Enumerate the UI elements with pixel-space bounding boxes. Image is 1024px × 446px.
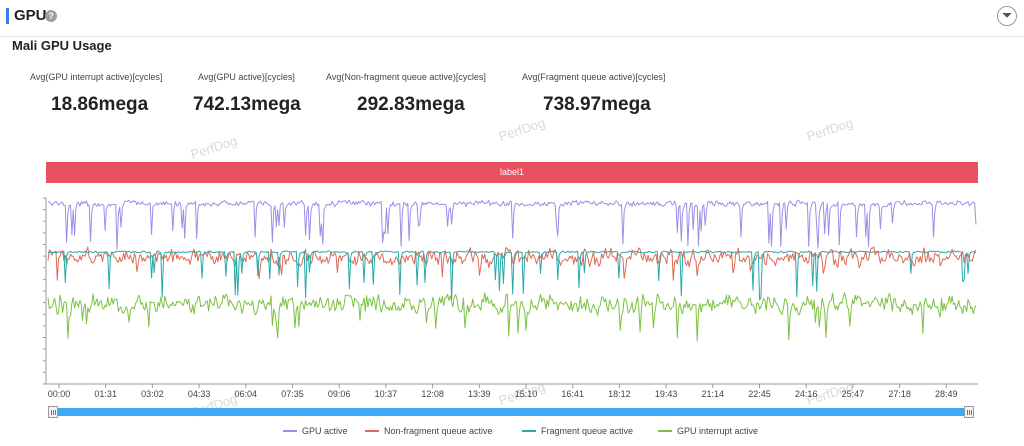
collapse-button[interactable] (997, 6, 1017, 26)
stat-value-gpu-active: 742.13mega (193, 94, 301, 115)
x-tick-label: 03:02 (141, 389, 164, 399)
slider-handle-right[interactable] (964, 406, 974, 418)
header-accent-bar (6, 8, 9, 24)
series-line-gpu-interrupt-active[interactable] (47, 292, 977, 342)
legend-swatch (283, 429, 297, 432)
series-line-non-fragment-queue-active[interactable] (47, 246, 977, 281)
panel-title: GPU (14, 7, 47, 24)
legend-swatch (658, 429, 672, 432)
series-line-gpu-active[interactable] (47, 199, 977, 250)
y-axis (43, 197, 47, 385)
legend-item-non-fragment[interactable]: Non-fragment queue active (365, 426, 493, 438)
help-icon[interactable]: ? (45, 10, 57, 22)
chevron-down-icon (1002, 12, 1012, 18)
x-tick-label: 04:33 (188, 389, 211, 399)
x-tick-label: 19:43 (655, 389, 678, 399)
x-tick-label: 13:39 (468, 389, 491, 399)
x-tick-label: 09:06 (328, 389, 351, 399)
legend-swatch (365, 429, 379, 432)
series-layer (47, 199, 977, 342)
stat-value-fragment: 738.97mega (543, 94, 651, 115)
stat-label-non-fragment: Avg(Non-fragment queue active)[cycles] (326, 72, 486, 82)
x-tick-label: 22:45 (748, 389, 771, 399)
label-band[interactable]: label1 (46, 162, 978, 183)
stat-value-non-fragment: 292.83mega (357, 94, 465, 115)
x-axis: 00:00 01:31 03:02 04:33 06:04 07:35 09:06 10:37… (46, 383, 978, 399)
stat-label-gpu-active: Avg(GPU active)[cycles] (198, 72, 295, 82)
watermark: PerfDog (804, 114, 855, 145)
legend-item-fragment[interactable]: Fragment queue active (522, 426, 633, 438)
legend-item-gpu-interrupt[interactable]: GPU interrupt active (658, 426, 758, 438)
x-tick-label: 07:35 (281, 389, 304, 399)
x-tick-label: 16:41 (561, 389, 584, 399)
series-line-fragment-queue-active[interactable] (47, 250, 977, 301)
time-range-slider[interactable] (46, 406, 978, 418)
x-tick-label: 18:12 (608, 389, 631, 399)
watermark: PerfDog (188, 132, 239, 163)
panel-header: GPU ? (0, 0, 1024, 37)
x-tick-label: 25:47 (842, 389, 865, 399)
x-tick-label: 24:16 (795, 389, 818, 399)
stat-label-gpu-interrupt: Avg(GPU interrupt active)[cycles] (30, 72, 163, 82)
x-tick-label: 00:00 (48, 389, 71, 399)
x-tick-label: 27:18 (888, 389, 911, 399)
x-tick-label: 21:14 (702, 389, 725, 399)
x-tick-label: 15:10 (515, 389, 538, 399)
x-tick-label: 06:04 (235, 389, 258, 399)
x-tick-label: 10:37 (375, 389, 398, 399)
legend-swatch (522, 429, 536, 432)
slider-handle-left[interactable] (48, 406, 58, 418)
legend: GPU active Non-fragment queue active Fra… (0, 426, 1024, 438)
x-tick-label: 01:31 (94, 389, 117, 399)
stat-label-fragment: Avg(Fragment queue active)[cycles] (522, 72, 666, 82)
line-chart[interactable]: 00:00 01:31 03:02 04:33 06:04 07:35 09:06 10:37… (0, 190, 1024, 402)
legend-item-gpu-active[interactable]: GPU active (283, 426, 348, 438)
stat-value-gpu-interrupt: 18.86mega (51, 94, 149, 115)
watermark: PerfDog (496, 114, 547, 145)
x-tick-label: 28:49 (935, 389, 958, 399)
slider-track[interactable] (54, 408, 970, 416)
section-title: Mali GPU Usage (12, 38, 112, 53)
x-tick-label: 12:08 (421, 389, 444, 399)
